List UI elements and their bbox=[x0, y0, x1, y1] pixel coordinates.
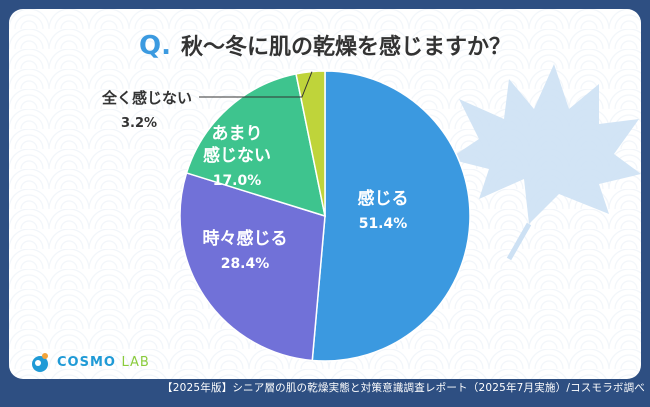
question-text: 秋〜冬に肌の乾燥を感じますか？ bbox=[180, 35, 511, 60]
maple-leaf-icon bbox=[449, 64, 641, 261]
logo-text: COSMO LAB bbox=[57, 354, 150, 370]
slice-label: 感じない bbox=[203, 145, 271, 166]
logo-icon bbox=[32, 353, 48, 372]
slice-percent: 3.2% bbox=[121, 116, 157, 131]
slice-label: 全く感じない bbox=[101, 89, 192, 107]
slice-percent: 51.4% bbox=[359, 216, 408, 232]
slice-label: あまり bbox=[212, 124, 263, 144]
question-mark: Q. bbox=[139, 31, 171, 61]
slice-label: 時々感じる bbox=[203, 228, 288, 249]
source-footer: 【2025年版】シニア層の肌の乾燥実態と対策意識調査レポート（2025年7月実施… bbox=[162, 382, 645, 394]
slice-percent: 17.0% bbox=[213, 173, 262, 189]
leader-line bbox=[199, 71, 313, 98]
slice-percent: 28.4% bbox=[221, 256, 270, 272]
pie-slice bbox=[311, 70, 471, 362]
chart-card: Q. 秋〜冬に肌の乾燥を感じますか？ 感じる 51.4% 時々感じる 28.4% あまり感… bbox=[9, 9, 641, 379]
pie-slice bbox=[295, 70, 326, 217]
slice-label: 感じる bbox=[358, 188, 409, 209]
pie-slice bbox=[179, 171, 326, 362]
cosmo-lab-logo: COSMO LAB bbox=[29, 350, 150, 374]
pie-slice bbox=[185, 73, 326, 218]
question-title: Q. 秋〜冬に肌の乾燥を感じますか？ bbox=[9, 29, 641, 61]
